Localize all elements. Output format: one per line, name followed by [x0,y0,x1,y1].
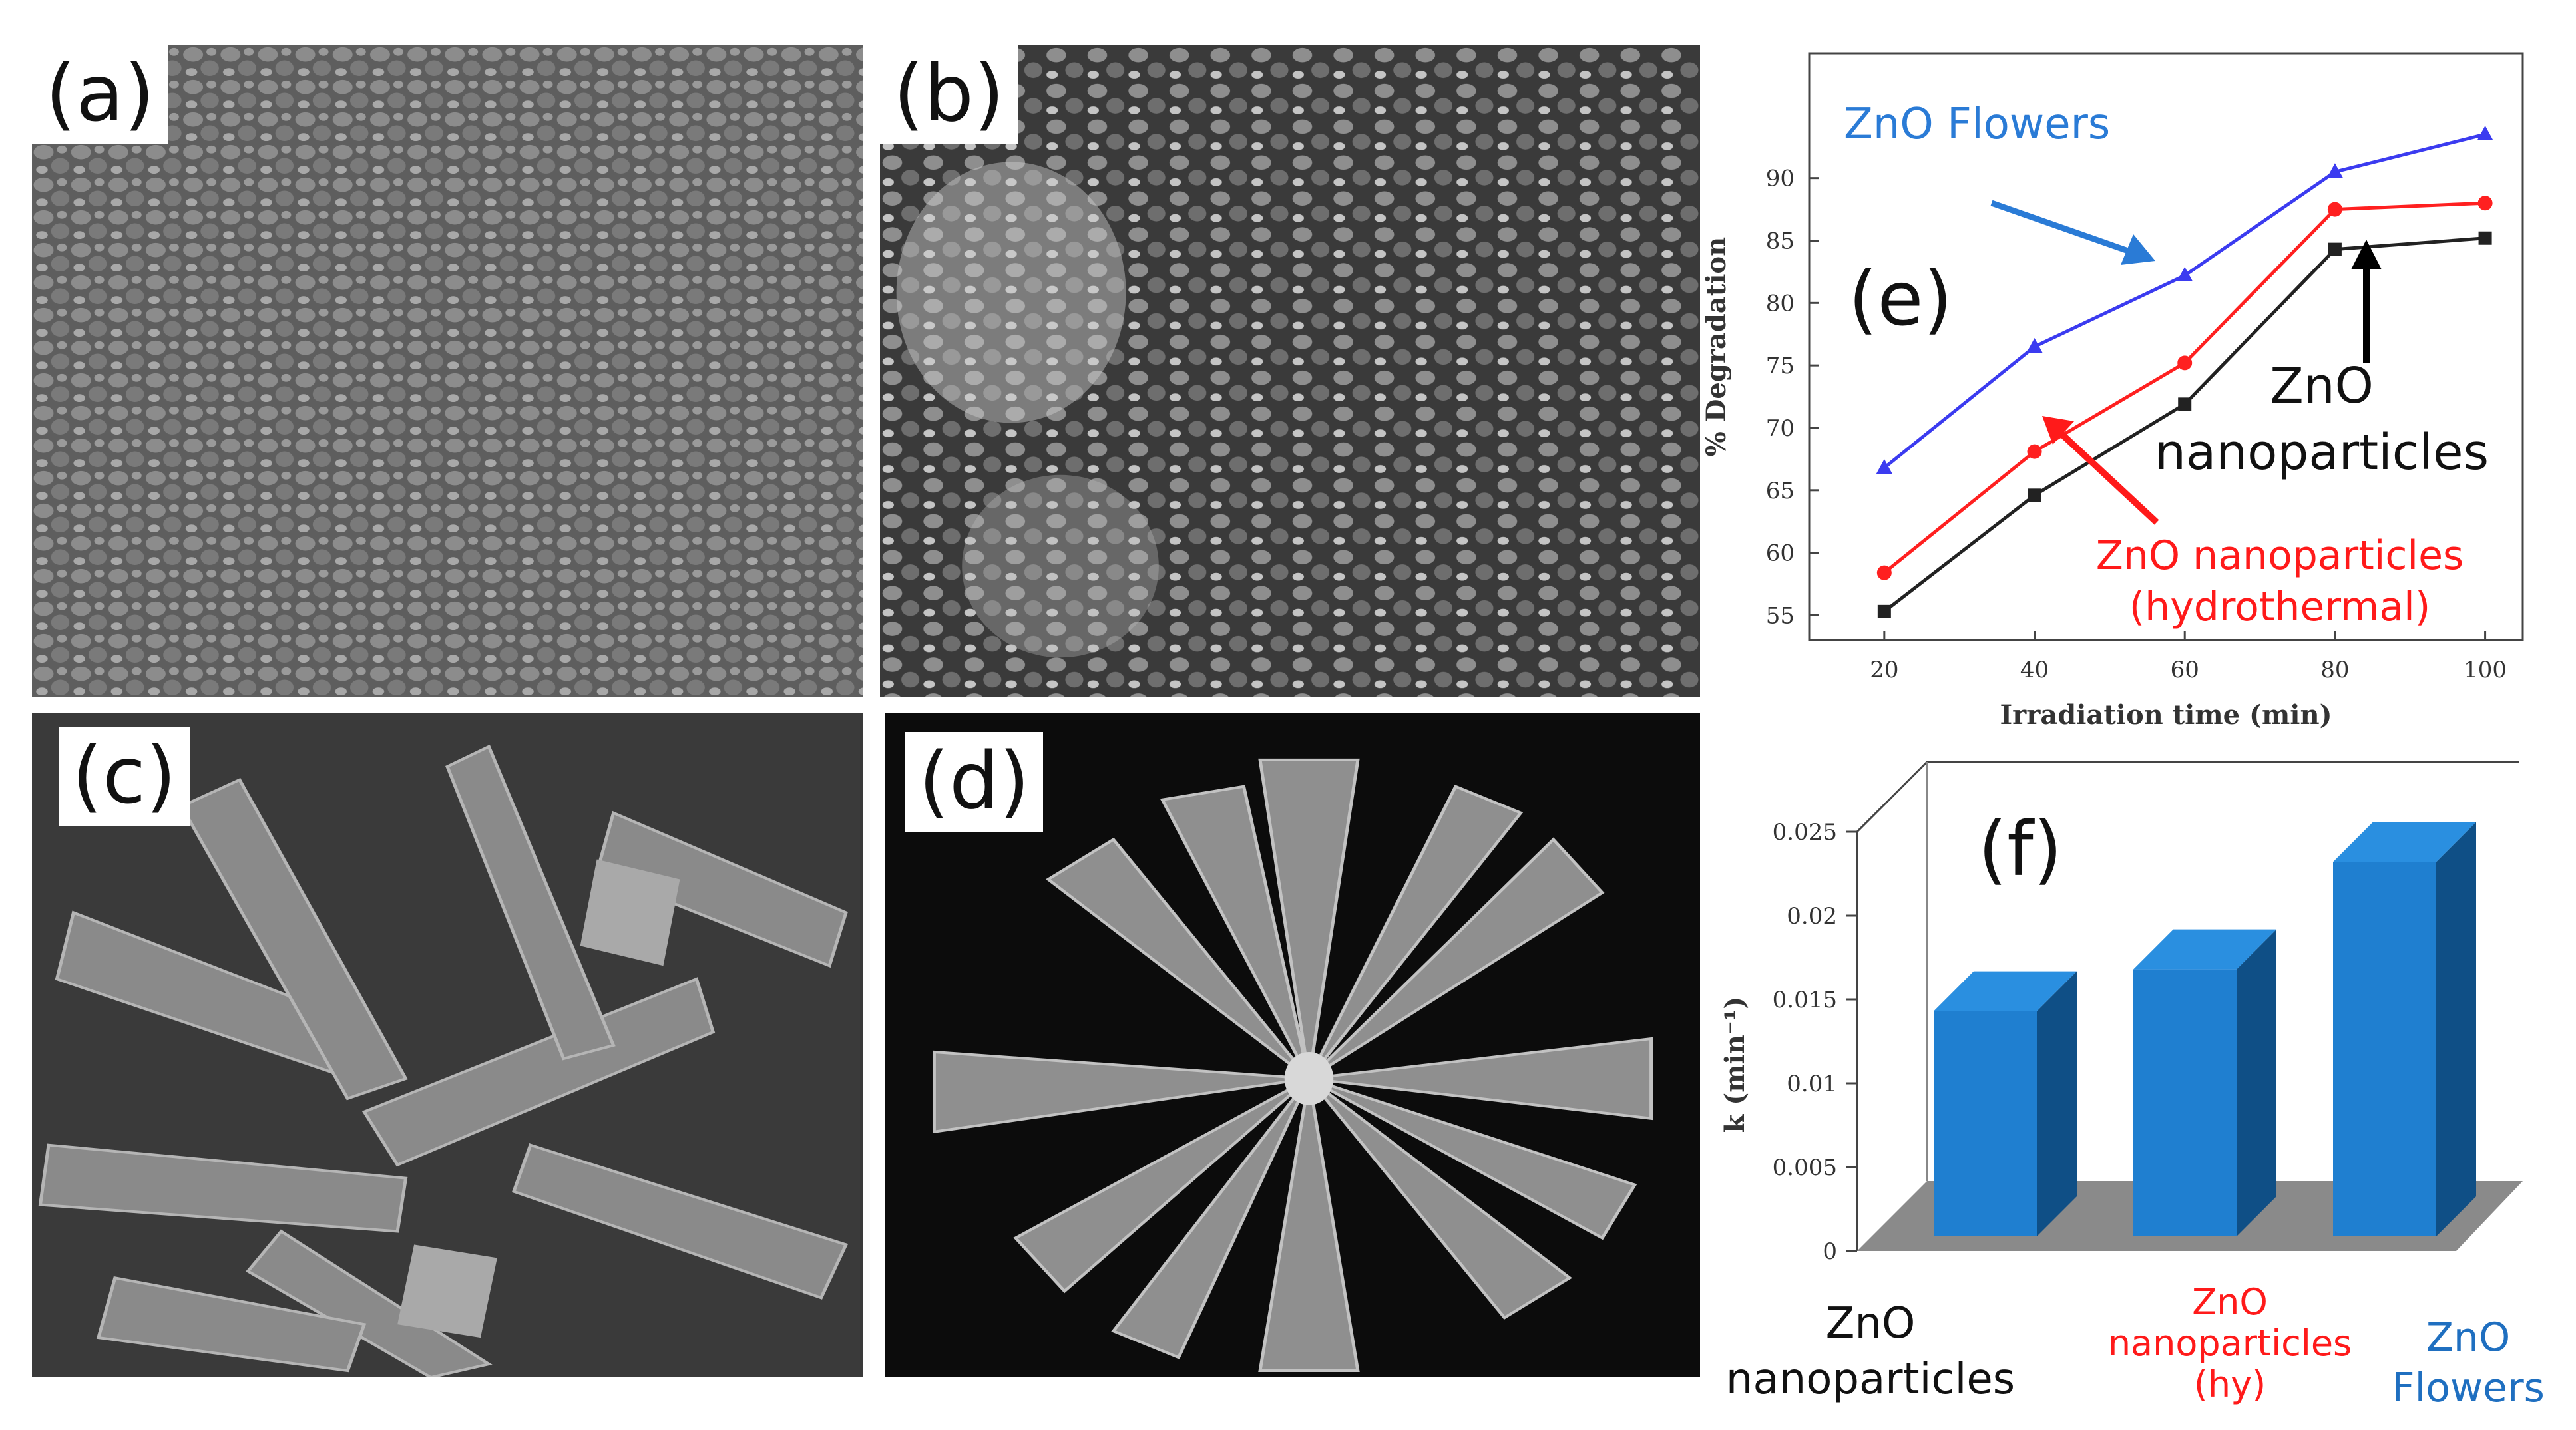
sem-image-d: (d) [885,713,1700,1377]
arrow-head-flowers [2121,234,2155,265]
marker-e-2 [1877,604,1891,618]
x-tick-label-e: 60 [2171,657,2199,683]
bar-top-f [2333,822,2476,862]
bar-side-f [2436,822,2476,1236]
x-tick-label-e: 40 [2020,657,2049,683]
bar-side-f [2237,929,2276,1236]
panel-label-c: (c) [59,727,190,826]
marker-e-0 [2326,163,2343,178]
series-label-np-line2: nanoparticles [2155,424,2489,481]
panel-label-a: (a) [32,45,168,144]
y-axis-label-f: k (min⁻¹) [1719,997,1751,1133]
panel-label-b: (b) [880,45,1018,144]
arrow-line-flowers [1990,200,2131,255]
marker-e-0 [2177,267,2193,282]
category-label-f-2: ZnO [2426,1314,2510,1361]
category-label-f-1: ZnO [2192,1281,2268,1323]
marker-e-1 [2177,355,2193,371]
x-tick-label-e: 80 [2320,657,2349,683]
y-tick-label-f: 0.01 [1787,1071,1837,1097]
category-label-f-0: nanoparticles [1726,1355,2015,1404]
frame-back-f [1856,761,2519,1251]
arrow-head-np [2351,240,2382,269]
series-label-hy-line1: ZnO nanoparticles [2096,532,2464,579]
y-tick-label-e: 85 [1766,228,1795,254]
series-label-hy-line2: (hydrothermal) [2129,584,2430,630]
category-label-f-2: Flowers [2392,1365,2545,1411]
y-tick-label-e: 75 [1766,353,1795,379]
y-tick-label-e: 55 [1766,602,1795,629]
sem-texture-a [32,45,863,697]
category-label-f-0: ZnO [1826,1299,1916,1348]
marker-e-2 [2028,488,2041,502]
arrow-head-hy [2042,416,2074,445]
marker-e-1 [2327,202,2342,217]
x-axis-label-e: Irradiation time (min) [2000,699,2332,731]
sem-image-c: (c) [32,713,863,1377]
panel-label-f: (f) [1978,806,2063,893]
y-tick-label-e: 65 [1766,478,1795,504]
category-label-f-1: nanoparticles [2108,1322,2352,1364]
marker-e-2 [2328,242,2342,256]
category-label-f-1: (hy) [2194,1363,2266,1405]
panel-label-e: (e) [1848,256,1952,343]
marker-e-1 [2477,196,2493,211]
sem-texture-b [880,45,1700,697]
bar-f [1934,1011,2037,1236]
y-tick-label-e: 80 [1766,290,1795,317]
x-tick-label-e: 100 [2464,657,2507,683]
y-tick-label-e: 90 [1766,166,1795,192]
arrow-line-hy [2057,430,2159,525]
bar-f [2333,862,2436,1236]
sem-image-b: (b) [880,45,1700,697]
y-tick-label-f: 0 [1823,1238,1837,1265]
series-label-np-line1: ZnO [2270,357,2374,415]
bar-f [2133,969,2237,1236]
bar-top-f [2133,929,2276,970]
marker-e-1 [2027,444,2042,459]
sem-image-a: (a) [32,45,863,697]
bar-top-f [1934,971,2077,1011]
y-tick-label-f: 0.015 [1773,987,1837,1013]
series-label-flowers: ZnO Flowers [1844,100,2110,149]
marker-e-0 [2477,125,2493,140]
y-axis-label-e: % Degradation [1701,237,1732,456]
x-tick-label-e: 20 [1870,657,1898,683]
panel-label-d: (d) [905,732,1043,832]
marker-e-0 [2026,338,2043,353]
marker-e-0 [1876,459,1892,474]
y-tick-label-e: 70 [1766,415,1795,442]
marker-e-2 [2478,231,2492,245]
legend-box-flowers [1817,90,2097,160]
marker-e-2 [2178,397,2192,411]
bar-side-f [2037,971,2077,1236]
y-tick-label-f: 0.005 [1773,1155,1837,1181]
marker-e-1 [1876,565,1892,580]
y-tick-label-e: 60 [1766,540,1795,567]
y-tick-label-f: 0.025 [1773,819,1837,846]
y-tick-label-f: 0.02 [1787,903,1837,930]
